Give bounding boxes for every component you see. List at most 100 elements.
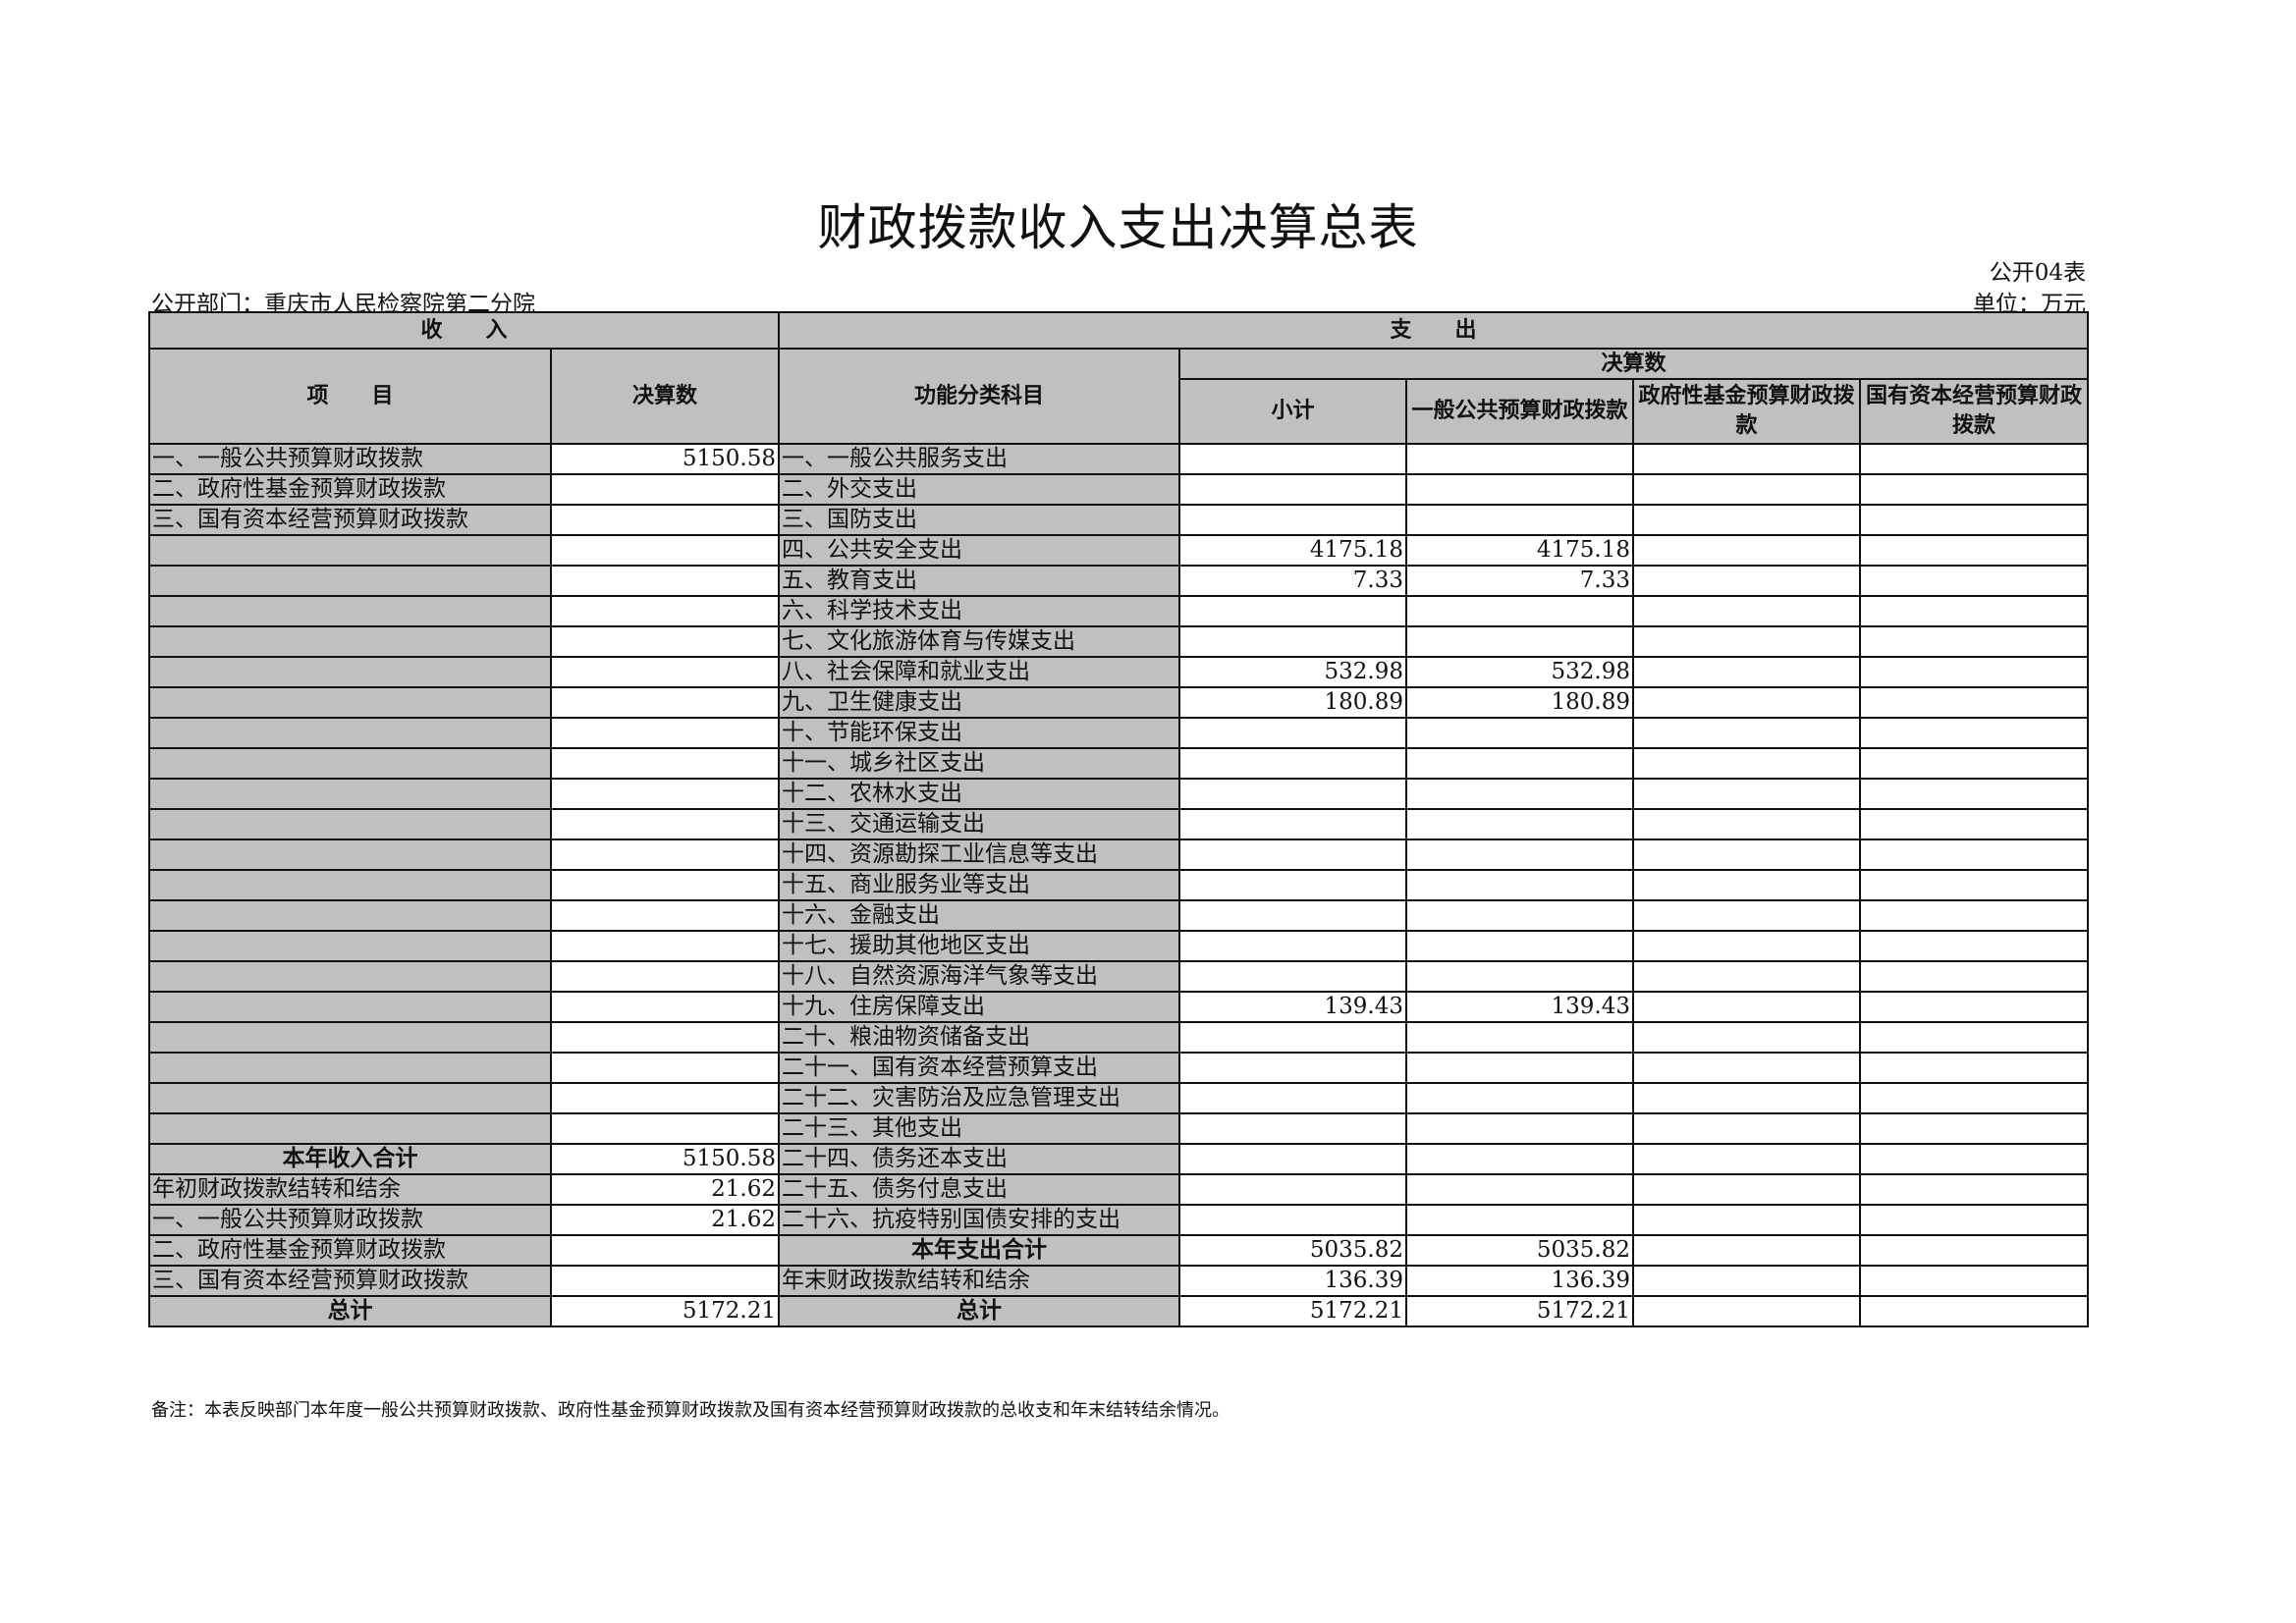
state-capital-header: 国有资本经营预算财政拨款 [1859,378,2089,445]
expense-state-capital [1859,1112,2089,1145]
expense-general-budget: 136.39 [1405,1265,1634,1297]
expense-function: 十、节能环保支出 [778,717,1180,749]
expense-fund-budget [1632,473,1861,506]
expense-function: 二十三、其他支出 [778,1112,1180,1145]
expense-general-budget [1405,1204,1634,1236]
subtotal-header: 小计 [1178,378,1407,445]
general-budget-header: 一般公共预算财政拨款 [1405,378,1634,445]
expense-fund-budget [1632,1082,1861,1114]
expense-function: 八、社会保障和就业支出 [778,656,1180,688]
expense-function: 五、教育支出 [778,565,1180,597]
expense-function: 十三、交通运输支出 [778,808,1180,840]
income-item: 三、国有资本经营预算财政拨款 [148,504,552,536]
table-row: 二、政府性基金预算财政拨款 二、外交支出 [148,473,2089,506]
expense-subtotal [1178,1204,1407,1236]
fiscal-appropriation-table: 收 入 支 出 项 目 决算数 功能分类科目 决算数 小计 一般公共预算财政拨款… [148,311,2089,1327]
expense-state-capital [1859,1204,2089,1236]
expense-fund-budget [1632,930,1861,962]
expense-general-budget [1405,473,1634,506]
table-row: 二十、粮油物资储备支出 [148,1021,2089,1054]
expense-subtotal [1178,899,1407,932]
expense-general-budget [1405,960,1634,993]
income-amount [550,869,780,901]
expense-state-capital [1859,899,2089,932]
form-number: 公开04表 [1989,260,2086,286]
expense-fund-budget [1632,1052,1861,1084]
income-amount [550,747,780,780]
expense-fund-budget [1632,1295,1861,1327]
expense-function: 七、文化旅游体育与传媒支出 [778,625,1180,658]
expense-general-budget [1405,443,1634,475]
expense-general-budget: 139.43 [1405,991,1634,1023]
expense-subtotal [1178,960,1407,993]
table-row: 四、公共安全支出 4175.18 4175.18 [148,534,2089,567]
expense-fund-budget [1632,443,1861,475]
income-item: 本年收入合计 [148,1143,552,1175]
expense-subtotal [1178,1082,1407,1114]
expense-subtotal [1178,1173,1407,1206]
expense-fund-budget [1632,1265,1861,1297]
expense-general-budget: 532.98 [1405,656,1634,688]
income-amount [550,595,780,627]
table-row: 二、政府性基金预算财政拨款 本年支出合计 5035.82 5035.82 [148,1234,2089,1267]
expense-function: 年末财政拨款结转和结余 [778,1265,1180,1297]
income-amount: 5172.21 [550,1295,780,1327]
income-item: 年初财政拨款结转和结余 [148,1173,552,1206]
income-amount [550,991,780,1023]
income-item [148,869,552,901]
income-item: 二、政府性基金预算财政拨款 [148,473,552,506]
expense-subtotal [1178,717,1407,749]
income-item [148,747,552,780]
expense-state-capital [1859,534,2089,567]
income-amount [550,899,780,932]
expense-state-capital [1859,595,2089,627]
expense-general-budget [1405,778,1634,810]
expense-subtotal [1178,869,1407,901]
expense-function: 六、科学技术支出 [778,595,1180,627]
expense-subtotal: 139.43 [1178,991,1407,1023]
income-amount [550,656,780,688]
expense-state-capital [1859,473,2089,506]
income-amount [550,473,780,506]
expense-fund-budget [1632,839,1861,871]
income-item [148,1021,552,1054]
expense-fund-budget [1632,534,1861,567]
income-item [148,1112,552,1145]
expense-subtotal [1178,1052,1407,1084]
expense-general-budget [1405,808,1634,840]
income-item [148,656,552,688]
income-header: 收 入 [148,311,780,350]
expense-fund-budget [1632,1143,1861,1175]
expense-function: 九、卫生健康支出 [778,686,1180,719]
expense-subtotal: 5035.82 [1178,1234,1407,1267]
income-item: 总计 [148,1295,552,1327]
expense-general-budget [1405,1021,1634,1054]
income-amount [550,1082,780,1114]
expense-general-budget [1405,717,1634,749]
expense-fund-budget [1632,869,1861,901]
expense-function: 十二、农林水支出 [778,778,1180,810]
table-row: 三、国有资本经营预算财政拨款 年末财政拨款结转和结余 136.39 136.39 [148,1265,2089,1297]
table-row: 十九、住房保障支出 139.43 139.43 [148,991,2089,1023]
expense-function: 十八、自然资源海洋气象等支出 [778,960,1180,993]
expense-fund-budget [1632,1204,1861,1236]
expense-subtotal: 4175.18 [1178,534,1407,567]
income-amount [550,839,780,871]
expense-fund-budget [1632,717,1861,749]
table-row: 二十三、其他支出 [148,1112,2089,1145]
expense-state-capital [1859,1234,2089,1267]
expense-subtotal [1178,595,1407,627]
expense-general-budget [1405,930,1634,962]
expense-function: 十一、城乡社区支出 [778,747,1180,780]
table-row: 五、教育支出 7.33 7.33 [148,565,2089,597]
income-amount [550,1112,780,1145]
income-item: 一、一般公共预算财政拨款 [148,443,552,475]
expense-function: 二十五、债务付息支出 [778,1173,1180,1206]
expense-fund-budget [1632,1112,1861,1145]
table-row: 年初财政拨款结转和结余 21.62 二十五、债务付息支出 [148,1173,2089,1206]
income-item [148,960,552,993]
expense-fund-budget [1632,686,1861,719]
expense-fund-budget [1632,1173,1861,1206]
expense-function: 四、公共安全支出 [778,534,1180,567]
table-row: 一、一般公共预算财政拨款 21.62 二十六、抗疫特别国债安排的支出 [148,1204,2089,1236]
